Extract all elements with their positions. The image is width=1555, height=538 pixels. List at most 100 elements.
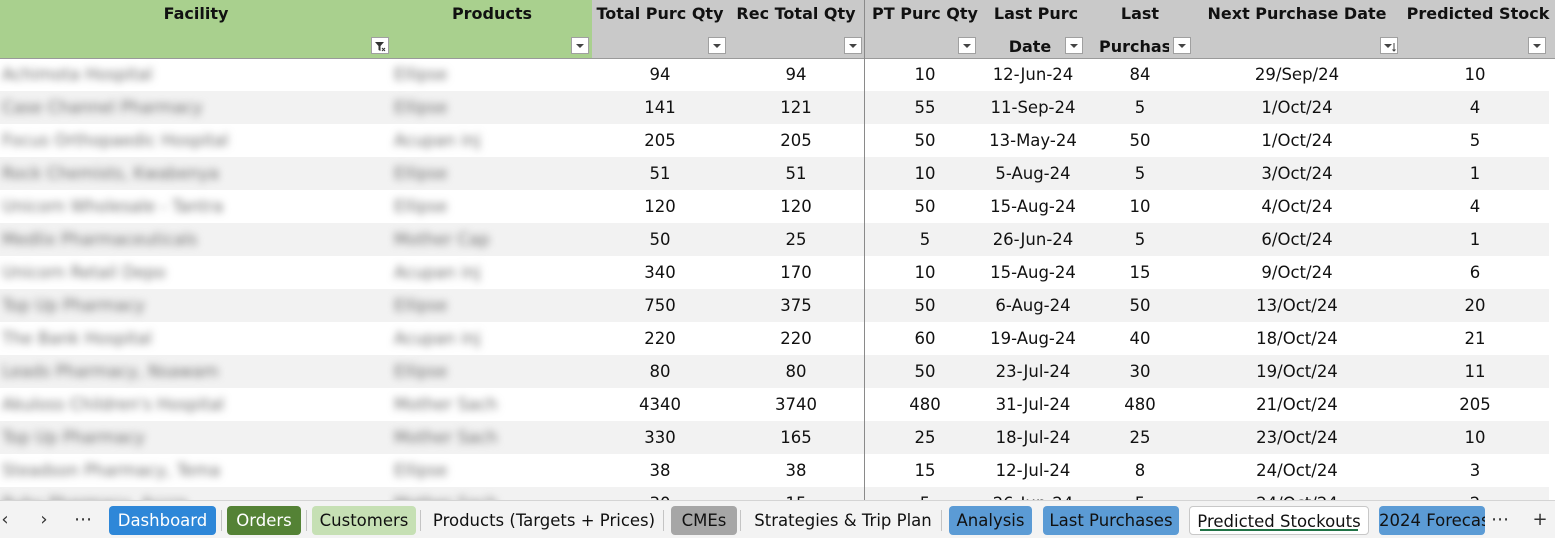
- cell-last-qty[interactable]: 40: [1129, 329, 1151, 348]
- cell-last-date[interactable]: 26-Jun-24: [985, 487, 1081, 500]
- tab-dashboard[interactable]: Dashboard: [109, 506, 216, 535]
- header-last-purc-date[interactable]: Last Purc Date: [985, 0, 1087, 58]
- cell-last-date[interactable]: 18-Jul-24: [995, 428, 1071, 447]
- header-products[interactable]: Products: [392, 0, 592, 58]
- cell-next-date[interactable]: 23/Oct/24: [1256, 428, 1338, 447]
- cell-product[interactable]: Ellipse: [394, 164, 448, 183]
- tab-analysis[interactable]: Analysis: [949, 506, 1032, 535]
- dropdown-arrow-icon[interactable]: [1065, 37, 1083, 54]
- header-facility[interactable]: Facility: [0, 0, 392, 58]
- cell-pt[interactable]: 15: [914, 461, 936, 480]
- cell-total[interactable]: 38: [649, 461, 671, 480]
- cell-product[interactable]: Ellipse: [394, 197, 448, 216]
- cell-stock[interactable]: 4: [1469, 98, 1481, 117]
- cell-last-date[interactable]: 19-Aug-24: [990, 329, 1076, 348]
- cell-total[interactable]: 94: [649, 65, 671, 84]
- cell-last-date[interactable]: 23-Jul-24: [995, 362, 1071, 381]
- cell-total[interactable]: 50: [649, 230, 671, 249]
- tab-products-targets-prices[interactable]: Products (Targets + Prices): [428, 506, 660, 535]
- tab-cmes[interactable]: CMEs: [671, 506, 737, 535]
- dropdown-arrow-icon[interactable]: [571, 37, 589, 54]
- cell-next-date[interactable]: 1/Oct/24: [1261, 98, 1333, 117]
- cell-product[interactable]: Acupan inj: [394, 329, 481, 348]
- cell-rec[interactable]: 51: [785, 164, 807, 183]
- cell-stock[interactable]: 6: [1469, 263, 1481, 282]
- cell-facility[interactable]: Leads Pharmacy, Nsawam: [2, 362, 219, 381]
- sort-descending-icon[interactable]: [1380, 37, 1398, 54]
- cell-last-qty[interactable]: 30: [1129, 362, 1151, 381]
- cell-rec[interactable]: 25: [785, 230, 807, 249]
- cell-pt[interactable]: 50: [914, 296, 936, 315]
- scroll-tabs-left-icon[interactable]: ‹: [1, 509, 9, 530]
- cell-last-qty[interactable]: 50: [1129, 296, 1151, 315]
- cell-last-date[interactable]: 5-Aug-24: [995, 164, 1071, 183]
- cell-total[interactable]: 205: [644, 131, 676, 150]
- cell-product[interactable]: Ellipse: [394, 296, 448, 315]
- header-pt-purc-qty[interactable]: PT Purc Qty: [865, 0, 985, 58]
- cell-rec[interactable]: 3740: [775, 395, 817, 414]
- cell-product[interactable]: Ellipse: [394, 65, 448, 84]
- cell-pt[interactable]: 60: [914, 329, 936, 348]
- more-tabs-icon[interactable]: ⋯: [74, 509, 92, 530]
- cell-product[interactable]: Mother Sach: [394, 395, 498, 414]
- cell-last-qty[interactable]: 25: [1129, 428, 1151, 447]
- header-next-purchase-date[interactable]: Next Purchase Date: [1193, 0, 1401, 58]
- cell-facility[interactable]: Top Up Pharmacy: [2, 296, 145, 315]
- cell-last-qty[interactable]: 5: [1087, 487, 1193, 500]
- cell-last-qty[interactable]: 15: [1129, 263, 1151, 282]
- cell-pt[interactable]: 10: [914, 164, 936, 183]
- cell-next-date[interactable]: 24/Oct/24: [1193, 487, 1401, 500]
- dropdown-arrow-icon[interactable]: [958, 37, 976, 54]
- cell-pt[interactable]: 55: [914, 98, 936, 117]
- cell-total[interactable]: 51: [649, 164, 671, 183]
- cell-rec[interactable]: 170: [780, 263, 812, 282]
- cell-next-date[interactable]: 24/Oct/24: [1256, 461, 1338, 480]
- dropdown-arrow-icon[interactable]: [708, 37, 726, 54]
- header-rec-total-qty[interactable]: Rec Total Qty: [728, 0, 864, 58]
- cell-pt[interactable]: 50: [914, 197, 936, 216]
- cell-last-date[interactable]: 13-May-24: [989, 131, 1077, 150]
- cell-facility[interactable]: Achimota Hospital: [2, 65, 153, 84]
- cell-stock[interactable]: 10: [1464, 428, 1486, 447]
- cell-next-date[interactable]: 9/Oct/24: [1261, 263, 1333, 282]
- cell-pt[interactable]: 5: [919, 230, 931, 249]
- cell-rec[interactable]: 80: [785, 362, 807, 381]
- cell-next-date[interactable]: 29/Sep/24: [1254, 65, 1340, 84]
- cell-last-qty[interactable]: 5: [1134, 164, 1146, 183]
- cell-total[interactable]: 220: [644, 329, 676, 348]
- cell-last-date[interactable]: 6-Aug-24: [995, 296, 1071, 315]
- cell-stock[interactable]: 11: [1464, 362, 1486, 381]
- cell-facility[interactable]: Rock Chemists, Kwabenya: [2, 164, 220, 183]
- cell-facility[interactable]: The Bank Hospital: [2, 329, 152, 348]
- cell-stock[interactable]: 10: [1464, 65, 1486, 84]
- cell-product[interactable]: Mother Sach: [394, 428, 498, 447]
- cell-last-qty[interactable]: 480: [1124, 395, 1156, 414]
- cell-product[interactable]: Acupan inj: [394, 263, 481, 282]
- cell-last-date[interactable]: 11-Sep-24: [990, 98, 1076, 117]
- header-total-purc-qty[interactable]: Total Purc Qty: [592, 0, 728, 58]
- cell-last-date[interactable]: 15-Aug-24: [990, 197, 1076, 216]
- cell-pt[interactable]: 50: [914, 362, 936, 381]
- cell-last-qty[interactable]: 5: [1134, 230, 1146, 249]
- cell-total[interactable]: 120: [644, 197, 676, 216]
- tab-2024-forecast[interactable]: 2024 Forecast: [1379, 506, 1485, 535]
- cell-total[interactable]: 330: [644, 428, 676, 447]
- cell-next-date[interactable]: 18/Oct/24: [1256, 329, 1338, 348]
- cell-rec[interactable]: 38: [785, 461, 807, 480]
- dropdown-arrow-icon[interactable]: [1173, 37, 1191, 54]
- cell-pt[interactable]: 25: [914, 428, 936, 447]
- cell-stock[interactable]: 1: [1469, 164, 1481, 183]
- cell-stock[interactable]: 205: [1459, 395, 1491, 414]
- cell-facility[interactable]: Steadson Pharmacy, Tema: [2, 461, 221, 480]
- filter-active-icon[interactable]: [371, 37, 389, 54]
- tab-orders[interactable]: Orders: [227, 506, 301, 535]
- cell-total[interactable]: 30: [592, 487, 728, 500]
- cell-next-date[interactable]: 19/Oct/24: [1256, 362, 1338, 381]
- cell-pt[interactable]: 10: [914, 65, 936, 84]
- tab-predicted-stockouts[interactable]: Predicted Stockouts: [1189, 506, 1369, 535]
- cell-product[interactable]: Acupan inj: [394, 131, 481, 150]
- add-sheet-icon[interactable]: +: [1532, 509, 1548, 530]
- dropdown-arrow-icon[interactable]: [844, 37, 862, 54]
- cell-next-date[interactable]: 4/Oct/24: [1261, 197, 1333, 216]
- cell-pt[interactable]: 10: [914, 263, 936, 282]
